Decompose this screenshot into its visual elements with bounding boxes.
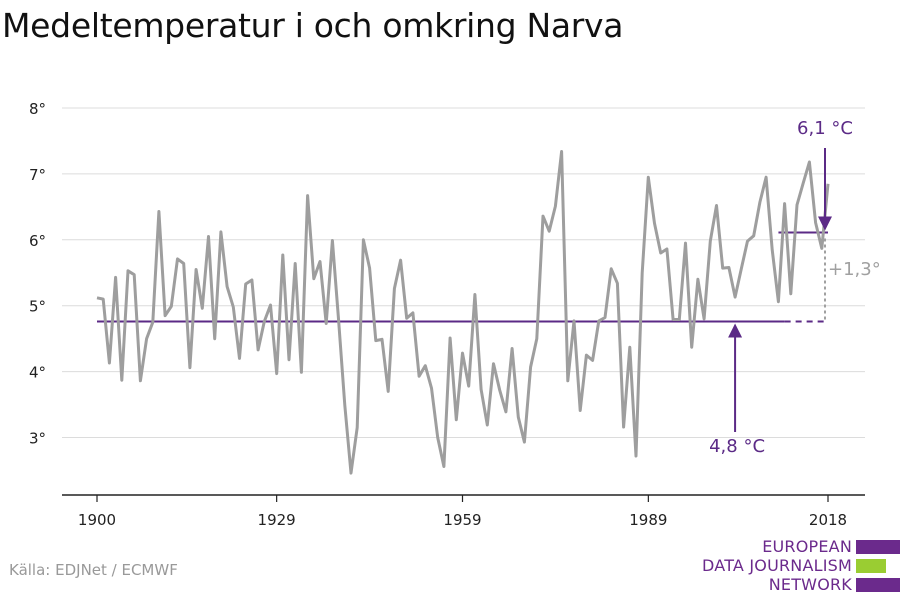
- logo-line-network: NETWORK: [768, 575, 852, 594]
- logo-line-european: EUROPEAN: [762, 537, 852, 556]
- logo-bar-purple-top: [856, 540, 900, 554]
- x-tick-label-2018: 2018: [809, 511, 847, 529]
- y-tick-label-5: 5°: [29, 298, 46, 316]
- x-tick-labels: 1900 1929 1959 1989 2018: [78, 495, 847, 529]
- y-tick-label-7: 7°: [29, 166, 46, 184]
- edjnet-logo: EUROPEAN DATA JOURNALISM NETWORK: [700, 536, 900, 596]
- series-line-temperature: [96, 150, 830, 475]
- logo-bar-purple-bottom: [856, 578, 900, 592]
- series-layer: [96, 150, 830, 475]
- y-tick-labels: 3° 4° 5° 6° 7° 8°: [29, 100, 46, 448]
- y-tick-label-8: 8°: [29, 100, 46, 118]
- annotations: 4,8 °C 6,1 °C +1,3°: [709, 118, 881, 457]
- y-tick-label-3: 3°: [29, 430, 46, 448]
- low-average-label: 4,8 °C: [709, 436, 765, 457]
- x-tick-label-1900: 1900: [78, 511, 116, 529]
- x-tick-label-1929: 1929: [258, 511, 296, 529]
- logo-line-data-journalism: DATA JOURNALISM: [702, 556, 852, 575]
- high-average-label: 6,1 °C: [797, 118, 853, 139]
- source-credit: Källa: EDJNet / ECMWF: [9, 561, 178, 579]
- x-tick-label-1989: 1989: [629, 511, 667, 529]
- difference-label: +1,3°: [828, 259, 881, 280]
- chart-title: Medeltemperatur i och omkring Narva: [2, 6, 624, 45]
- x-tick-label-1959: 1959: [443, 511, 481, 529]
- y-tick-label-6: 6°: [29, 232, 46, 250]
- y-tick-label-4: 4°: [29, 364, 46, 382]
- logo-bar-green: [856, 559, 886, 573]
- grid-lines: [62, 107, 865, 496]
